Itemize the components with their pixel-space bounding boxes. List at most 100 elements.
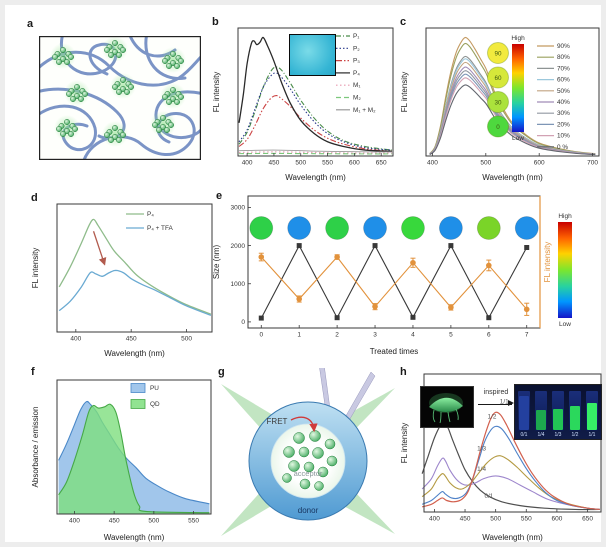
panel-d-label: d — [31, 192, 38, 204]
svg-text:20%: 20% — [557, 121, 570, 128]
svg-text:Low: Low — [512, 135, 524, 142]
cuvette-ratio-label: 0/1 — [520, 432, 528, 438]
film-photo-inset — [289, 34, 336, 76]
svg-text:0/1: 0/1 — [484, 493, 493, 500]
inspired-label: inspired — [483, 389, 509, 396]
panel-g-label: g — [218, 366, 225, 378]
panel-c-label: c — [400, 16, 407, 28]
svg-text:400: 400 — [429, 516, 440, 523]
svg-text:500: 500 — [295, 160, 306, 167]
svg-text:500: 500 — [181, 336, 192, 343]
panel-f: f 400 450 500 550 Wavelength (nm) Absorbance … — [25, 358, 217, 544]
svg-text:P₄: P₄ — [353, 70, 360, 77]
cuvette: 1/1 — [585, 391, 599, 438]
svg-text:500: 500 — [148, 518, 159, 525]
panel-e: e High Low 0 1 2 3 4 5 6 7 0 1000 2000 3000 Treated ti… — [212, 186, 606, 358]
chart-e-cycling: High Low 0 1 2 3 4 5 6 7 0 1000 2000 3000 Treated time… — [212, 195, 572, 356]
chart-h-ratios: 400 450 500 550 600 650 Wavelength (nm) FL inte… — [400, 373, 602, 542]
svg-text:650: 650 — [376, 160, 387, 167]
svg-text:P₂: P₂ — [353, 45, 360, 52]
svg-text:FL intensity: FL intensity — [400, 423, 409, 464]
svg-text:M₁: M₁ — [353, 82, 360, 89]
panel-e-label: e — [216, 190, 223, 202]
jellyfish-photo — [420, 386, 474, 428]
svg-text:6: 6 — [487, 332, 491, 339]
panel-a-label: a — [27, 18, 34, 30]
svg-text:90: 90 — [494, 50, 502, 57]
svg-text:1: 1 — [297, 332, 301, 339]
svg-text:Wavelength (nm): Wavelength (nm) — [482, 173, 543, 182]
svg-text:Wavelength (nm): Wavelength (nm) — [104, 349, 165, 358]
svg-text:P₃: P₃ — [353, 58, 360, 65]
svg-text:QD: QD — [150, 401, 160, 408]
svg-text:0 %: 0 % — [557, 144, 568, 151]
svg-text:50%: 50% — [557, 88, 570, 95]
svg-text:600: 600 — [534, 160, 545, 167]
svg-text:5: 5 — [449, 332, 453, 339]
svg-text:600: 600 — [349, 160, 360, 167]
svg-text:60: 60 — [494, 75, 502, 82]
fret-schematic: FRET acceptor donor — [221, 368, 395, 536]
svg-text:High: High — [511, 35, 525, 42]
svg-text:2: 2 — [335, 332, 339, 339]
svg-text:FL intensity: FL intensity — [400, 72, 409, 113]
svg-text:550: 550 — [322, 160, 333, 167]
panel-b-label: b — [212, 16, 219, 28]
cuvette: 1/3 — [551, 391, 565, 438]
fret-arrow — [290, 416, 318, 433]
svg-text:FL intensity: FL intensity — [212, 72, 221, 113]
qd-clusters — [49, 36, 187, 148]
svg-text:0: 0 — [241, 319, 245, 326]
svg-text:Treated times: Treated times — [370, 347, 419, 356]
panel-h: h 400 450 500 550 600 650 Wavelength (nm) FL in… — [398, 358, 606, 544]
svg-text:P₁: P₁ — [353, 33, 359, 40]
svg-text:1/4: 1/4 — [477, 466, 486, 473]
svg-text:Wavelength (nm): Wavelength (nm) — [285, 173, 346, 182]
cuvette-ratio-label: 1/4 — [537, 432, 545, 438]
acceptor-label: acceptor — [294, 469, 323, 478]
svg-text:3000: 3000 — [231, 205, 246, 212]
svg-text:700: 700 — [587, 160, 598, 167]
panel-c: c 90 60 30 0 High Low 400 500 600 700 Wavelength (… — [398, 10, 606, 182]
svg-text:550: 550 — [188, 518, 199, 525]
svg-text:M₂: M₂ — [353, 95, 361, 102]
svg-text:650: 650 — [582, 516, 593, 523]
acceptor-dots — [282, 430, 338, 491]
panel-h-label: h — [400, 366, 407, 378]
svg-text:400: 400 — [242, 160, 253, 167]
svg-text:0: 0 — [259, 332, 263, 339]
svg-text:4: 4 — [411, 332, 415, 339]
svg-text:400: 400 — [70, 336, 81, 343]
cuvette-ratio-label: 1/1 — [588, 432, 596, 438]
cuvette-photo-inset: 0/1 1/4 1/3 1/2 1/1 — [514, 384, 602, 440]
chart-d-tfa: 400 450 500 Wavelength (nm) FL intensity P₄ P₄… — [31, 203, 213, 358]
svg-text:450: 450 — [460, 516, 471, 523]
svg-text:1/3: 1/3 — [477, 446, 486, 453]
svg-text:500: 500 — [480, 160, 491, 167]
svg-text:30%: 30% — [557, 110, 570, 117]
svg-text:PU: PU — [150, 385, 159, 392]
inspired-arrow-icon — [478, 400, 514, 407]
svg-text:Size (nm): Size (nm) — [212, 245, 221, 280]
svg-text:60%: 60% — [557, 77, 570, 84]
svg-text:1/1: 1/1 — [500, 398, 509, 405]
svg-text:Wavelength (nm): Wavelength (nm) — [482, 533, 543, 542]
svg-text:P₄: P₄ — [147, 211, 154, 218]
svg-text:90%: 90% — [557, 43, 570, 50]
svg-text:P₄ + TFA: P₄ + TFA — [147, 225, 173, 232]
svg-text:400: 400 — [427, 160, 438, 167]
chart-c-spectra: 90 60 30 0 High Low 400 500 600 700 Wavelength (nm… — [400, 27, 600, 182]
panel-d: d 400 450 500 Wavelength (nm) FL intensity P₄… — [25, 186, 217, 358]
svg-text:High: High — [558, 213, 572, 220]
panel-b: b 400 450 500 550 600 650 Wavelength (nm) FL in… — [208, 10, 400, 182]
svg-text:450: 450 — [126, 336, 137, 343]
svg-text:40%: 40% — [557, 99, 570, 106]
svg-text:10%: 10% — [557, 133, 570, 140]
svg-text:550: 550 — [521, 516, 532, 523]
svg-text:FL intensity: FL intensity — [543, 242, 552, 283]
cuvette: 0/1 — [517, 391, 531, 438]
panel-a: a — [25, 14, 211, 182]
svg-text:2000: 2000 — [231, 243, 246, 250]
panel-g: g FRET acceptor donor — [215, 358, 398, 544]
svg-text:1000: 1000 — [231, 281, 246, 288]
